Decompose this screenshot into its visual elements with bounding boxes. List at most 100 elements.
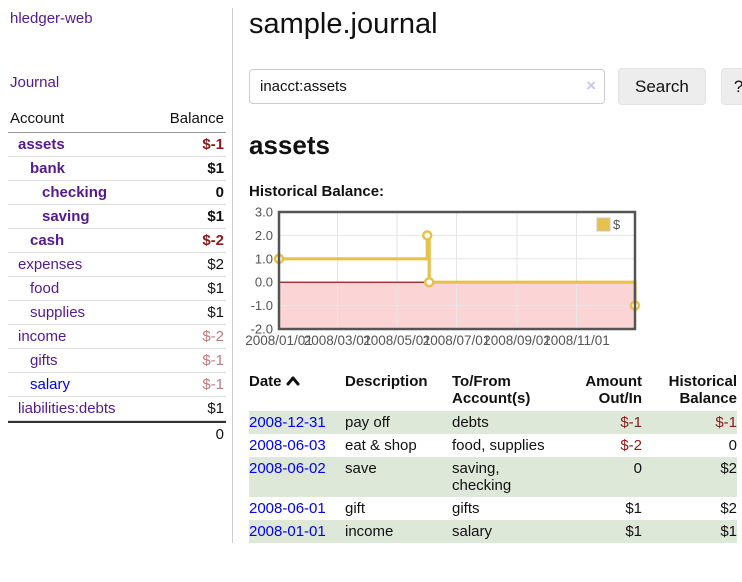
table-row: 2008-06-02 save saving, checking 0 $2 bbox=[249, 457, 737, 497]
sidebar-account-row: saving $1 bbox=[8, 205, 226, 229]
transaction-accounts: debts bbox=[452, 411, 562, 434]
sidebar-account-link[interactable]: salary bbox=[30, 376, 71, 393]
sidebar-account-link[interactable]: assets bbox=[18, 136, 65, 153]
app-brand-link[interactable]: hledger-web bbox=[10, 10, 93, 27]
data-point-marker bbox=[423, 276, 435, 288]
accounts-col-balance: Balance bbox=[169, 110, 224, 127]
sidebar-account-link[interactable]: income bbox=[18, 328, 67, 345]
sidebar-account-link[interactable]: supplies bbox=[30, 304, 86, 321]
accounts-table: Account Balance assets $-1 bank $1 checking 0… bbox=[8, 108, 226, 446]
search-button[interactable]: Search bbox=[618, 68, 706, 105]
transaction-amount: $-1 bbox=[562, 411, 642, 434]
register-col-date[interactable]: Date bbox=[249, 371, 345, 411]
y-axis-tick-label: 3.0 bbox=[255, 205, 273, 220]
register-table: Date Description To/From Account(s) Amount Ou… bbox=[249, 371, 737, 543]
clear-search-icon[interactable]: × bbox=[586, 76, 596, 95]
x-axis-tick-label: 2008/09/01 bbox=[483, 333, 551, 348]
chart-label: Historical Balance: bbox=[249, 183, 385, 200]
table-row: 2008-06-03 eat & shop food, supplies $-2 0 bbox=[249, 434, 737, 457]
y-axis-tick-label: -2.0 bbox=[251, 322, 273, 337]
transaction-description: eat & shop bbox=[345, 437, 417, 454]
help-button[interactable]: ? bbox=[720, 68, 742, 105]
register-col-description: Description bbox=[345, 373, 428, 390]
accounts-col-account: Account bbox=[10, 110, 65, 127]
sidebar-account-link[interactable]: liabilities:debts bbox=[18, 400, 116, 417]
transaction-date-link[interactable]: 2008-01-01 bbox=[249, 523, 326, 540]
register-col-to-from: To/From Account(s) bbox=[452, 373, 531, 407]
sidebar-account-balance: $1 bbox=[207, 280, 224, 297]
sidebar-account-link[interactable]: bank bbox=[30, 160, 66, 177]
sidebar-account-row: cash $-2 bbox=[8, 229, 226, 253]
account-heading: assets bbox=[249, 130, 330, 160]
historical-balance-chart: $3.0 2.0 1.0 0.0 -1.0 -2.0 2008/01/01 2008/03/0… bbox=[245, 205, 742, 357]
transaction-date-link[interactable]: 2008-12-31 bbox=[249, 414, 326, 431]
sidebar: hledger-web Journal Account Balance asse… bbox=[8, 8, 233, 543]
sidebar-account-balance: $-1 bbox=[202, 376, 224, 393]
transaction-amount: $1 bbox=[562, 520, 642, 543]
sidebar-item-journal[interactable]: Journal bbox=[10, 74, 60, 91]
table-row: 2008-06-01 gift gifts $1 $2 bbox=[249, 497, 737, 520]
x-axis-tick-label: 2008/01/01 bbox=[245, 333, 313, 348]
accounts-rows: assets $-1 bank $1 checking 0 saving $1 cash $-2 e… bbox=[8, 133, 226, 421]
page: hledger-web Journal Account Balance asse… bbox=[8, 8, 742, 543]
sidebar-account-link[interactable]: gifts bbox=[30, 352, 58, 369]
y-axis-tick-label: -1.0 bbox=[251, 298, 273, 313]
sidebar-account-row: income $-2 bbox=[8, 325, 226, 349]
sidebar-account-link[interactable]: expenses bbox=[18, 256, 83, 273]
sidebar-account-row: expenses $2 bbox=[8, 253, 226, 277]
accounts-table-header: Account Balance bbox=[8, 108, 226, 133]
transaction-date-link[interactable]: 2008-06-01 bbox=[249, 500, 326, 517]
x-axis-tick-label: 2008/03/01 bbox=[304, 333, 372, 348]
search-bar: × Search ? bbox=[249, 68, 742, 105]
sidebar-account-balance: $1 bbox=[207, 160, 224, 177]
y-axis-tick-label: 1.0 bbox=[255, 251, 273, 266]
transaction-accounts: food, supplies bbox=[452, 437, 545, 454]
y-axis-tick-label: 2.0 bbox=[255, 228, 273, 243]
transaction-accounts: saving, checking bbox=[452, 457, 562, 497]
data-point-marker bbox=[422, 230, 433, 241]
transaction-amount: $-2 bbox=[620, 437, 642, 454]
sidebar-account-balance: $-1 bbox=[202, 352, 224, 369]
sidebar-account-balance: $-1 bbox=[202, 136, 224, 153]
sidebar-account-balance: $2 bbox=[207, 256, 224, 273]
register-col-historical: Historical Balance bbox=[668, 373, 737, 407]
sidebar-account-link[interactable]: food bbox=[30, 280, 60, 297]
sidebar-account-row: gifts $-1 bbox=[8, 349, 226, 373]
main-content: sample.journal × Search ? assets Histori… bbox=[233, 8, 742, 543]
table-row: 2008-01-01 income salary $1 $1 bbox=[249, 520, 737, 543]
x-axis-tick-label: 2008/05/01 bbox=[363, 333, 431, 348]
sidebar-account-link[interactable]: saving bbox=[42, 208, 90, 225]
register-col-amount: Amount Out/In bbox=[585, 373, 642, 407]
transaction-balance: $2 bbox=[720, 500, 737, 517]
accounts-total-row: 0 bbox=[8, 421, 226, 446]
legend-swatch bbox=[596, 217, 611, 232]
transaction-description: save bbox=[345, 457, 452, 497]
accounts-total-value: 0 bbox=[215, 426, 224, 443]
search-input[interactable] bbox=[249, 69, 605, 104]
sidebar-account-balance: 0 bbox=[215, 184, 224, 201]
sidebar-account-link[interactable]: cash bbox=[30, 232, 65, 249]
transaction-balance: 0 bbox=[728, 437, 737, 454]
sidebar-account-row: supplies $1 bbox=[8, 301, 226, 325]
transaction-amount: 0 bbox=[562, 457, 642, 497]
table-row: 2008-12-31 pay off debts $-1 $-1 bbox=[249, 411, 737, 434]
page-title: sample.journal bbox=[249, 8, 438, 40]
sidebar-account-row: liabilities:debts $1 bbox=[8, 397, 226, 421]
transaction-accounts: salary bbox=[452, 520, 562, 543]
sidebar-account-row: salary $-1 bbox=[8, 373, 226, 397]
transaction-date-link[interactable]: 2008-06-02 bbox=[249, 460, 326, 477]
transaction-accounts: gifts bbox=[452, 500, 480, 517]
sidebar-account-balance: $-2 bbox=[202, 328, 224, 345]
sidebar-account-link[interactable]: checking bbox=[42, 184, 108, 201]
transaction-date-link[interactable]: 2008-06-03 bbox=[249, 437, 326, 454]
transaction-amount: $1 bbox=[625, 500, 642, 517]
sidebar-account-row: food $1 bbox=[8, 277, 226, 301]
sidebar-account-balance: $1 bbox=[207, 304, 224, 321]
transaction-balance: $-1 bbox=[642, 411, 737, 434]
y-axis-tick-label: 0.0 bbox=[255, 275, 273, 290]
register-table-header: Date Description To/From Account(s) Amount Ou… bbox=[249, 371, 737, 411]
sidebar-account-balance: $-2 bbox=[202, 232, 224, 249]
transaction-balance: $2 bbox=[642, 457, 737, 497]
sidebar-account-balance: $1 bbox=[207, 208, 224, 225]
legend-label: $ bbox=[613, 217, 621, 232]
